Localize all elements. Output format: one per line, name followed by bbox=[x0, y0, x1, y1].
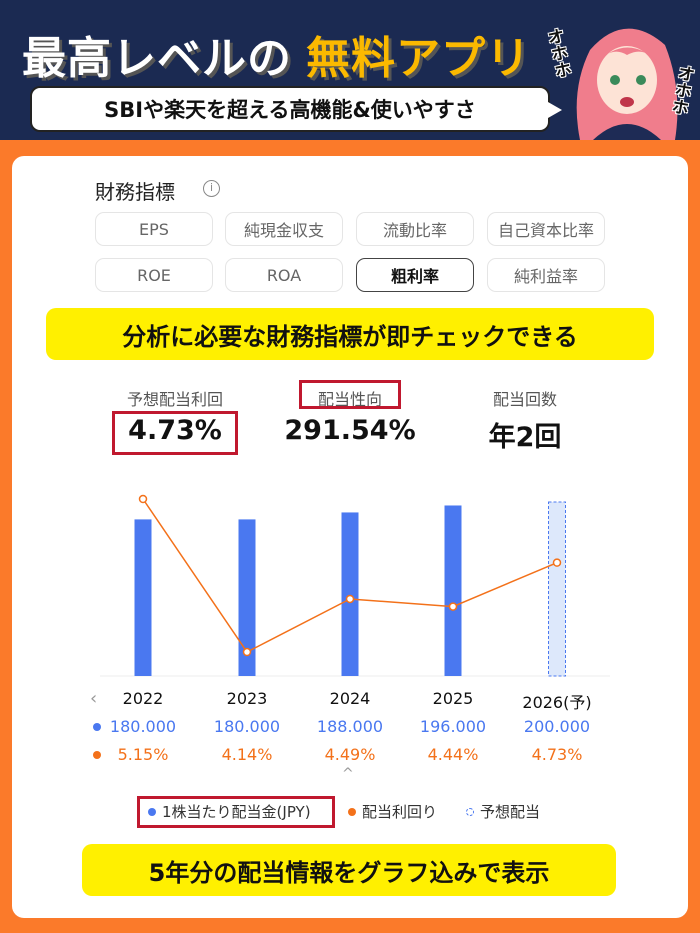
dividend-bar bbox=[238, 519, 256, 676]
bar-series-dot bbox=[93, 723, 101, 731]
title-highlight: 無料アプリ bbox=[306, 33, 531, 84]
metric-value-dividend-frequency: 年2回 bbox=[488, 422, 562, 453]
yield-value: 4.49% bbox=[324, 745, 376, 764]
yield-point bbox=[138, 494, 148, 504]
metric-label-payout-ratio: 配当性向 bbox=[317, 390, 382, 409]
dividend-value: 180.000 bbox=[109, 717, 177, 736]
yield-value: 4.14% bbox=[221, 745, 273, 764]
dividend-value: 180.000 bbox=[213, 717, 281, 736]
dividend-value: 200.000 bbox=[523, 717, 591, 736]
chip-net-cash-flow[interactable]: 純現金収支 bbox=[225, 212, 343, 246]
year-label: 2023 bbox=[226, 689, 268, 708]
year-label: 2026(予) bbox=[522, 693, 592, 712]
metric-value-payout-ratio: 291.54% bbox=[284, 415, 416, 446]
chip-equity-ratio[interactable]: 自己資本比率 bbox=[487, 212, 605, 246]
legend-forecast[interactable]: 予想配当 bbox=[466, 801, 540, 822]
bottom-caption-banner: 5年分の配当情報をグラフ込みで表示 bbox=[82, 844, 616, 896]
character-illustration bbox=[576, 28, 678, 140]
chip-current-ratio[interactable]: 流動比率 bbox=[356, 212, 474, 246]
dividend-bar bbox=[444, 505, 462, 676]
yield-point bbox=[448, 602, 458, 611]
dividend-value: 188.000 bbox=[316, 717, 384, 736]
metric-label-dividend-frequency: 配当回数 bbox=[492, 390, 557, 409]
yield-value: 4.44% bbox=[427, 745, 479, 764]
chip-eps[interactable]: EPS bbox=[95, 212, 213, 246]
forecast-bar bbox=[548, 501, 566, 677]
promo-title: 最高レベルの 無料アプリ bbox=[22, 22, 531, 86]
promo-header: 最高レベルの 無料アプリ SBIや楽天を超える高機能&使いやすさ オホホ オホホ bbox=[0, 0, 700, 140]
dividend-chart bbox=[100, 494, 610, 677]
legend-label: 1株当たり配当金(JPY) bbox=[162, 803, 311, 821]
chevron-up-icon[interactable]: ^ bbox=[342, 766, 354, 782]
chip-gross-margin[interactable]: 粗利率 bbox=[356, 258, 474, 292]
metric-value-expected-yield: 4.73% bbox=[128, 415, 222, 446]
year-label: 2025 bbox=[432, 689, 474, 708]
metric-label-expected-yield: 予想配当利回 bbox=[126, 390, 223, 409]
legend-label: 配当利回り bbox=[362, 803, 438, 821]
legend-label: 予想配当 bbox=[480, 803, 541, 821]
section-title: 財務指標 bbox=[95, 180, 175, 204]
line-series-dot bbox=[93, 751, 101, 759]
year-label: 2024 bbox=[329, 689, 371, 708]
yield-point bbox=[242, 647, 252, 657]
speech-bubble: SBIや楽天を超える高機能&使いやすさ bbox=[30, 86, 562, 132]
yield-value: 4.73% bbox=[531, 745, 583, 764]
yield-value: 5.15% bbox=[117, 745, 169, 764]
chip-roe[interactable]: ROE bbox=[95, 258, 213, 292]
yield-point bbox=[345, 594, 355, 604]
top-caption-banner: 分析に必要な財務指標が即チェックできる bbox=[46, 308, 654, 360]
chip-roa[interactable]: ROA bbox=[225, 258, 343, 292]
chip-net-margin[interactable]: 純利益率 bbox=[487, 258, 605, 292]
info-icon[interactable]: i bbox=[203, 180, 220, 197]
yield-point bbox=[552, 558, 562, 567]
chevron-left-icon[interactable]: ‹ bbox=[90, 688, 98, 709]
highlight-box bbox=[299, 380, 401, 409]
title-main: 最高レベルの bbox=[22, 33, 292, 84]
year-label: 2022 bbox=[122, 689, 164, 708]
legend-dividend-yield[interactable]: 配当利回り bbox=[348, 801, 437, 822]
legend-dividend-per-share[interactable]: 1株当たり配当金(JPY) bbox=[148, 801, 311, 822]
dividend-bar bbox=[134, 519, 152, 676]
dividend-value: 196.000 bbox=[419, 717, 487, 736]
dividend-bar bbox=[341, 512, 359, 676]
highlight-box bbox=[137, 796, 335, 828]
highlight-box bbox=[112, 411, 238, 455]
